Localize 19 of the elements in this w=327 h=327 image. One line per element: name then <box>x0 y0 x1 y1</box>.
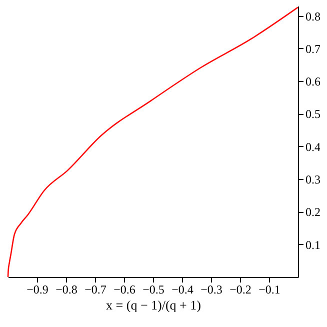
y-tick-label: 0.7 <box>306 42 320 56</box>
y-tick-label: 0.8 <box>306 9 320 24</box>
x-tick-label: −0.6 <box>114 282 136 296</box>
x-axis-title: x = (q − 1)/(q + 1) <box>106 298 201 312</box>
y-tick-label: 0.5 <box>306 107 320 122</box>
line-series <box>7 6 299 278</box>
y-tick-label: 0.3 <box>306 172 320 187</box>
x-tick-label: −0.3 <box>200 282 222 296</box>
x-tick-label: −0.8 <box>56 282 78 296</box>
x-tick-label: −0.5 <box>142 282 164 296</box>
x-tick-label: −0.1 <box>258 282 280 296</box>
x-tick-label: −0.4 <box>172 282 194 296</box>
y-tick-label: 0.6 <box>306 74 320 89</box>
x-tick-label: −0.2 <box>230 282 252 296</box>
x-tick-label: −0.9 <box>26 282 48 296</box>
y-tick-label: 0.1 <box>306 238 320 252</box>
y-tick-label: 0.2 <box>306 205 320 220</box>
y-tick-label: 0.4 <box>306 140 320 154</box>
x-tick-label: −0.7 <box>84 282 106 296</box>
